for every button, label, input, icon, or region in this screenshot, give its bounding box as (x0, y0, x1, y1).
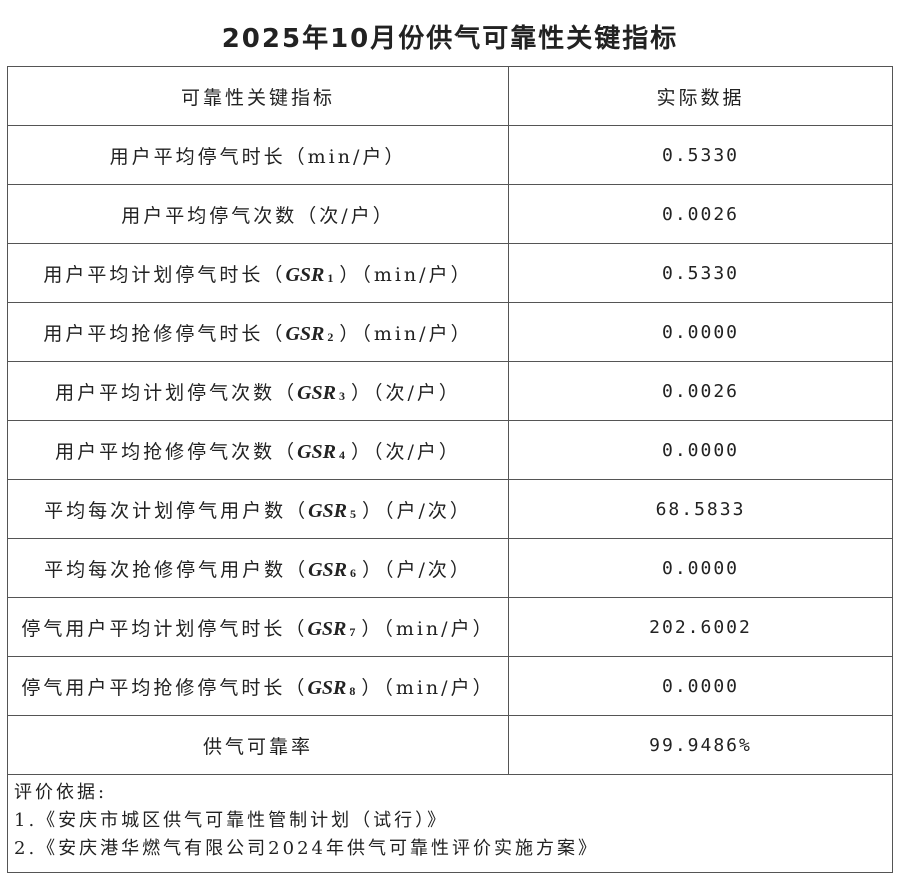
table-row: 停气用户平均抢修停气时长（GSR 8 ）（min/户） 0.0000 (7, 656, 893, 716)
gsr-code: GSR (308, 558, 347, 581)
gsr-subscript: 2 (327, 329, 337, 344)
indicator-cell: 平均每次计划停气用户数（GSR 5 ）（户/次） (7, 479, 509, 539)
notes-heading: 评价依据: (14, 782, 108, 803)
indicator-label-suffix: ）（min/户） (339, 322, 473, 345)
indicator-cell: 用户平均停气时长（min/户） (7, 125, 509, 185)
table-row: 用户平均抢修停气时长（GSR 2 ）（min/户） 0.0000 (7, 302, 893, 362)
indicator-label-suffix: ）（次/户） (351, 440, 461, 463)
gsr-subscript: 8 (349, 683, 359, 698)
value-cell: 0.0026 (508, 184, 893, 244)
table-row: 停气用户平均计划停气时长（GSR 7 ）（min/户） 202.6002 (7, 597, 893, 657)
gsr-code: GSR (285, 263, 325, 286)
indicator-label-prefix: 用户平均抢修停气时长（ (43, 322, 286, 345)
notes-row: 评价依据: 1.《安庆市城区供气可靠性管制计划（试行）》 2.《安庆港华燃气有限… (7, 774, 893, 873)
indicator-cell: 停气用户平均抢修停气时长（GSR 8 ）（min/户） (7, 656, 509, 716)
table-row: 用户平均计划停气次数（GSR 3 ）（次/户） 0.0026 (7, 361, 893, 421)
indicator-cell: 供气可靠率 (7, 715, 509, 775)
value-cell: 0.0000 (508, 656, 893, 716)
table-row: 供气可靠率 99.9486% (7, 715, 893, 775)
gsr-code: GSR (297, 381, 336, 404)
indicator-label-suffix: ）（min/户） (339, 263, 473, 286)
indicator-label-prefix: 供气可靠率 (202, 735, 313, 758)
notes-item: 1.《安庆市城区供气可靠性管制计划（试行）》 (14, 810, 449, 831)
table-row: 用户平均停气次数（次/户） 0.0026 (7, 184, 893, 244)
indicator-cell: 用户平均停气次数（次/户） (7, 184, 509, 244)
indicator-cell: 停气用户平均计划停气时长（GSR 7 ）（min/户） (7, 597, 509, 657)
header-actual-data: 实际数据 (508, 66, 893, 126)
gsr-code: GSR (297, 440, 336, 463)
header-indicator: 可靠性关键指标 (7, 66, 509, 126)
gsr-code: GSR (307, 676, 347, 699)
value-cell: 0.0026 (508, 361, 893, 421)
indicator-label-prefix: 平均每次抢修停气用户数（ (44, 558, 309, 581)
indicator-label-suffix: ）（户/次） (362, 558, 472, 581)
indicator-cell: 用户平均抢修停气次数（GSR 4 ）（次/户） (7, 420, 509, 480)
indicator-label-prefix: 停气用户平均计划停气时长（ (21, 617, 308, 640)
indicator-label-suffix: ）（min/户） (361, 676, 495, 699)
gsr-subscript: 3 (339, 388, 348, 403)
indicator-label-prefix: 用户平均停气次数（次/户） (121, 204, 395, 227)
gsr-code: GSR (285, 322, 325, 345)
indicator-label-suffix: ）（次/户） (351, 381, 461, 404)
indicator-label-prefix: 用户平均停气时长（min/户） (109, 145, 407, 168)
indicator-cell: 用户平均计划停气次数（GSR 3 ）（次/户） (7, 361, 509, 421)
gsr-code: GSR (307, 617, 347, 640)
value-cell: 202.6002 (508, 597, 893, 657)
page-title: 2025年10月份供气可靠性关键指标 (221, 24, 679, 54)
gsr-subscript: 6 (350, 565, 359, 580)
indicator-label-prefix: 平均每次计划停气用户数（ (44, 499, 309, 522)
indicator-label-suffix: ）（min/户） (361, 617, 495, 640)
indicator-cell: 用户平均计划停气时长（GSR 1 ）（min/户） (7, 243, 509, 303)
table-row: 平均每次计划停气用户数（GSR 5 ）（户/次） 68.5833 (7, 479, 893, 539)
reliability-table: 可靠性关键指标 实际数据 用户平均停气时长（min/户） 0.5330 用户平均停气… (7, 66, 893, 873)
value-cell: 0.5330 (508, 243, 893, 303)
gsr-subscript: 1 (327, 270, 337, 285)
value-cell: 0.0000 (508, 538, 893, 598)
gsr-subscript: 4 (339, 447, 348, 462)
value-cell: 68.5833 (508, 479, 893, 539)
indicator-label-prefix: 停气用户平均抢修停气时长（ (21, 676, 308, 699)
gsr-code: GSR (308, 499, 347, 522)
indicator-cell: 用户平均抢修停气时长（GSR 2 ）（min/户） (7, 302, 509, 362)
value-cell: 99.9486% (508, 715, 893, 775)
table-header-row: 可靠性关键指标 实际数据 (7, 66, 893, 126)
table-row: 用户平均抢修停气次数（GSR 4 ）（次/户） 0.0000 (7, 420, 893, 480)
indicator-label-suffix: ）（户/次） (362, 499, 472, 522)
gsr-subscript: 5 (350, 506, 359, 521)
indicator-label-prefix: 用户平均计划停气次数（ (55, 381, 298, 404)
indicator-label-prefix: 用户平均抢修停气次数（ (55, 440, 298, 463)
notes-cell: 评价依据: 1.《安庆市城区供气可靠性管制计划（试行）》 2.《安庆港华燃气有限… (7, 774, 893, 873)
table-row: 用户平均计划停气时长（GSR 1 ）（min/户） 0.5330 (7, 243, 893, 303)
notes-item: 2.《安庆港华燃气有限公司2024年供气可靠性评价实施方案》 (14, 838, 599, 859)
value-cell: 0.0000 (508, 420, 893, 480)
table-row: 平均每次抢修停气用户数（GSR 6 ）（户/次） 0.0000 (7, 538, 893, 598)
gsr-subscript: 7 (349, 624, 359, 639)
value-cell: 0.5330 (508, 125, 893, 185)
indicator-cell: 平均每次抢修停气用户数（GSR 6 ）（户/次） (7, 538, 509, 598)
table-row: 用户平均停气时长（min/户） 0.5330 (7, 125, 893, 185)
value-cell: 0.0000 (508, 302, 893, 362)
indicator-label-prefix: 用户平均计划停气时长（ (43, 263, 286, 286)
